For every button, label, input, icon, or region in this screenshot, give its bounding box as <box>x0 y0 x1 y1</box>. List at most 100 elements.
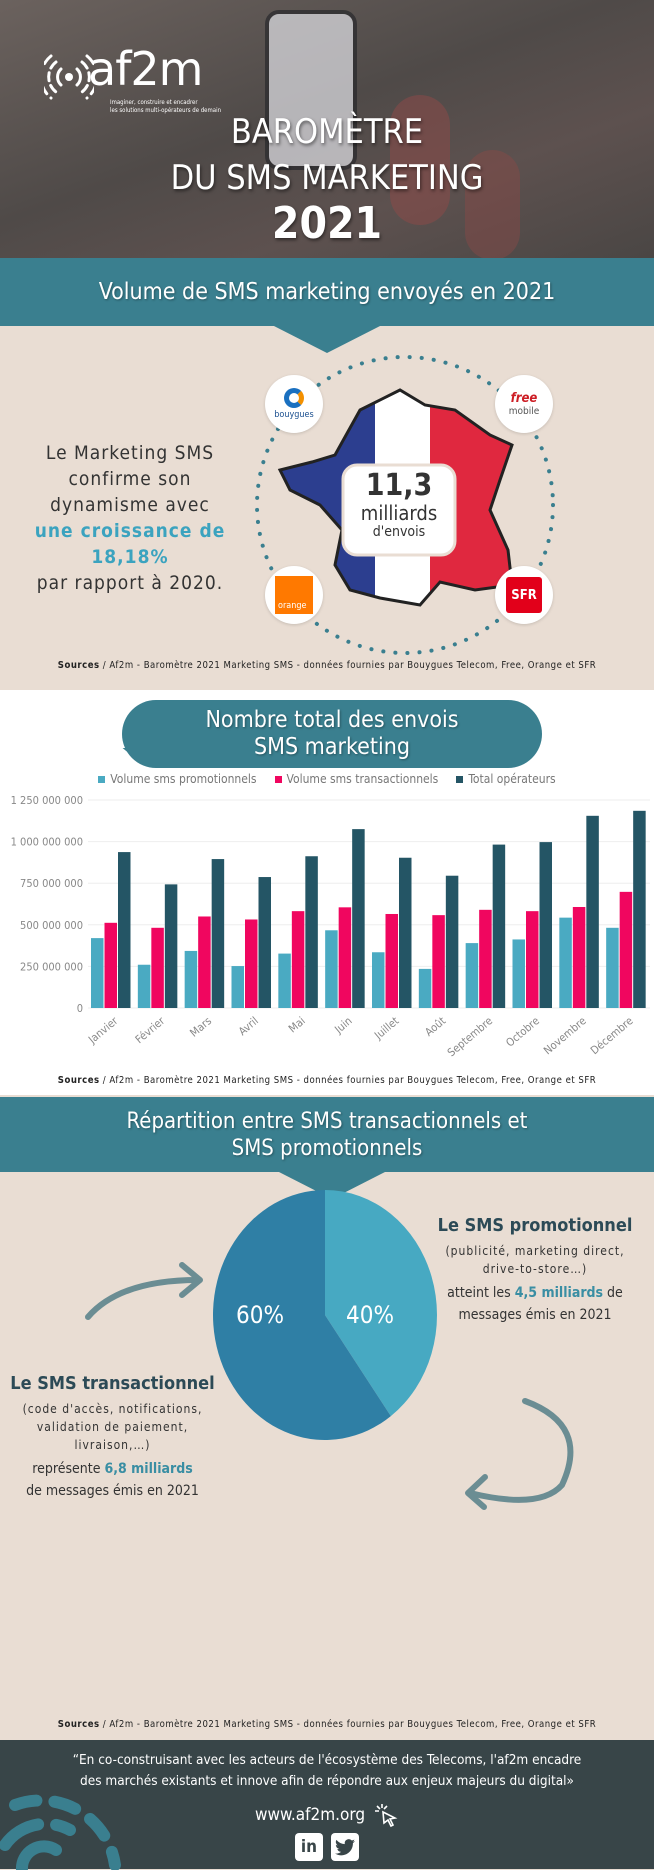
section-title-volume: Volume de SMS marketing envoyés en 2021 <box>0 258 654 326</box>
bar <box>586 815 599 1008</box>
legend-swatch <box>274 776 282 783</box>
bar <box>539 842 552 1008</box>
sources-prefix: Sources <box>57 1719 100 1730</box>
promo-line2: messages émis en 2021 <box>458 1307 612 1323</box>
quote-line: “En co-construisant avec les acteurs de … <box>72 1752 582 1768</box>
sources-prefix: Sources <box>57 660 100 671</box>
sources-line: Sources / Af2m - Baromètre 2021 Marketin… <box>0 660 654 671</box>
arrow-icon <box>465 1398 574 1510</box>
bar <box>325 930 338 1008</box>
tagline-line: Imaginer, construire et encadrer <box>110 99 198 106</box>
bar <box>164 884 178 1008</box>
twitter-icon[interactable] <box>331 1833 359 1861</box>
y-tick-label: 750 000 000 <box>20 877 83 890</box>
bar <box>211 859 225 1008</box>
logo-tagline: Imaginer, construire et encadrer les sol… <box>110 99 221 115</box>
promo-desc: drive-to-store…) <box>482 1262 588 1276</box>
bar <box>445 875 459 1008</box>
legend-label: Volume sms transactionnels <box>286 772 439 786</box>
x-tick-label: Janvier <box>85 1014 121 1047</box>
bar <box>258 877 271 1008</box>
x-tick-label: Avril <box>236 1014 261 1038</box>
bar <box>619 891 633 1008</box>
website-link[interactable]: www.af2m.org <box>254 1805 366 1825</box>
free-logo: free mobile <box>495 375 553 433</box>
orange-label: orange <box>275 576 313 614</box>
chart-title-line2: SMS marketing <box>253 734 411 760</box>
website-row: www.af2m.org <box>255 1802 399 1828</box>
background-photo-detail <box>390 95 450 225</box>
pie-slice <box>325 1190 438 1417</box>
chart-title-bubble: Nombre total des envois SMS marketing <box>122 700 542 768</box>
y-tick-label: 250 000 000 <box>20 960 83 973</box>
y-tick-label: 0 <box>77 1002 83 1015</box>
dotted-circle <box>255 355 555 655</box>
bar <box>245 919 258 1008</box>
x-tick-label: Septembre <box>445 1014 495 1059</box>
bouygues-label: bouygues <box>274 410 314 420</box>
bar <box>198 916 211 1008</box>
af2m-logo-icon <box>44 54 94 100</box>
arrow-icon <box>85 1262 203 1320</box>
bar <box>291 911 305 1008</box>
free-sublabel: mobile <box>508 406 540 417</box>
bar <box>137 964 151 1008</box>
promo-desc: (publicité, marketing direct, <box>445 1244 625 1258</box>
section-title-line1: Répartition entre SMS transactionnels et <box>126 1109 528 1134</box>
sources-line: Sources / Af2m - Baromètre 2021 Marketin… <box>0 1075 654 1086</box>
text: représente <box>32 1461 105 1477</box>
orange-logo: orange <box>265 566 323 624</box>
bar <box>385 913 398 1008</box>
footer: “En co-construisant avec les acteurs de … <box>0 1740 654 1870</box>
band-pointer <box>272 325 382 353</box>
sources-text: / Af2m - Baromètre 2021 Marketing SMS - … <box>99 1075 597 1086</box>
bar <box>231 966 244 1008</box>
growth-highlight: une croissance de <box>34 520 226 542</box>
footer-quote: “En co-construisant avec les acteurs de … <box>0 1750 654 1792</box>
bar <box>526 911 539 1008</box>
x-tick-label: Mars <box>187 1014 214 1039</box>
promo-title: Le SMS promotionnel <box>437 1215 633 1236</box>
tagline-line: les solutions multi-opérateurs de demain <box>110 107 221 114</box>
logo-text: af2m <box>88 42 203 96</box>
bar <box>432 915 445 1008</box>
x-tick-label: Février <box>133 1014 168 1046</box>
trans-block: Le SMS transactionnel (code d'accès, not… <box>5 1373 220 1502</box>
hero-banner: af2m Imaginer, construire et encadrer le… <box>0 0 654 258</box>
legend-item: Volume sms promotionnels <box>98 772 257 786</box>
bar <box>479 909 492 1008</box>
linkedin-icon[interactable]: in <box>295 1833 323 1861</box>
france-map-graphic <box>255 355 555 655</box>
trans-desc: (code d'accès, notifications, <box>22 1402 203 1416</box>
legend-swatch <box>98 776 106 783</box>
total-volume-box: 11,3 milliards d'envois <box>343 470 455 541</box>
x-tick-label: Juin <box>332 1014 355 1036</box>
bar <box>352 829 365 1008</box>
title-line2: DU SMS MARKETING <box>170 158 484 198</box>
y-tick-label: 500 000 000 <box>20 919 83 932</box>
x-tick-label: Décembre <box>588 1014 635 1057</box>
sources-prefix: Sources <box>57 1075 100 1086</box>
section-title-repartition: Répartition entre SMS transactionnels et… <box>0 1097 654 1172</box>
trans-title: Le SMS transactionnel <box>10 1373 215 1394</box>
section-title-line2: SMS promotionnels <box>231 1136 423 1161</box>
sfr-label: SFR <box>506 577 542 613</box>
legend-item: Volume sms transactionnels <box>274 772 439 786</box>
bar <box>278 953 291 1008</box>
trans-line2: de messages émis en 2021 <box>26 1483 199 1499</box>
promo-value-line: atteint les 4,5 milliards de <box>420 1282 650 1304</box>
promo-block: Le SMS promotionnel (publicité, marketin… <box>420 1215 650 1326</box>
bar <box>572 906 586 1008</box>
bar <box>418 968 432 1008</box>
trans-desc: livraison,…) <box>74 1438 151 1452</box>
pie-slice <box>213 1190 391 1440</box>
bar <box>338 907 352 1008</box>
x-tick-label: Octobre <box>503 1014 542 1049</box>
title-line1: BAROMÈTRE <box>230 112 424 152</box>
total-label: d'envois <box>372 524 426 540</box>
text-line: par rapport à 2020. <box>36 572 224 594</box>
sources-text: / Af2m - Baromètre 2021 Marketing SMS - … <box>99 1719 597 1730</box>
bar <box>606 927 619 1008</box>
pie-label: 40% <box>346 1301 394 1329</box>
x-tick-label: Novembre <box>541 1014 589 1057</box>
